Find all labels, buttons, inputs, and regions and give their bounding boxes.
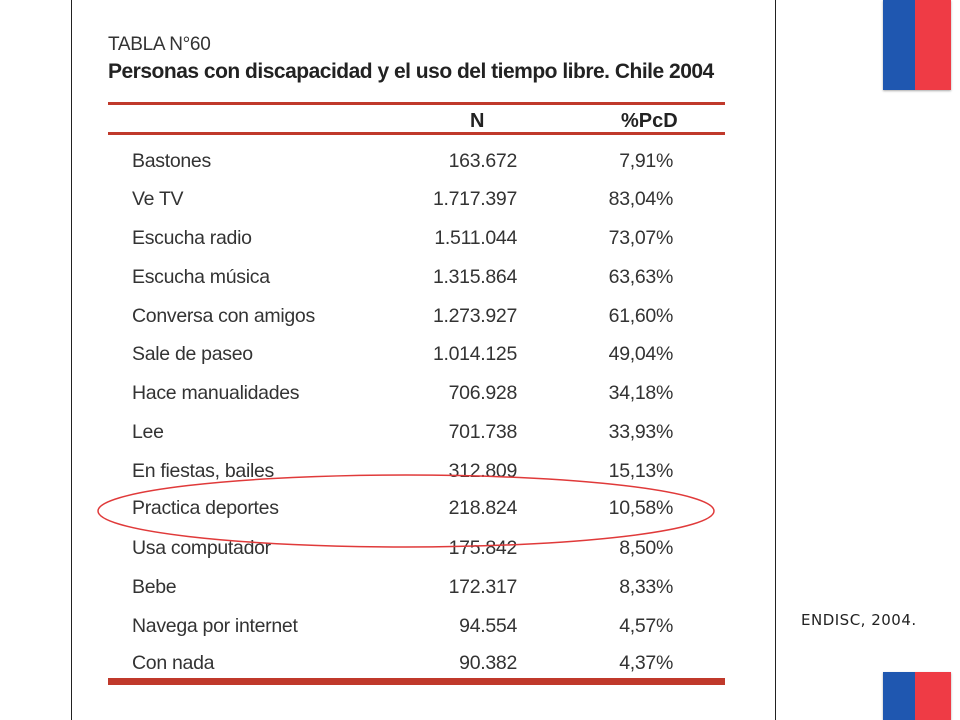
column-header-n: N <box>470 110 485 132</box>
row-label: Bastones <box>132 150 211 172</box>
table-row: Escucha radio 1.511.044 73,07% <box>108 227 725 265</box>
highlight-ellipse <box>97 474 715 548</box>
table-row: Escucha música 1.315.864 63,63% <box>108 266 725 304</box>
header-top-rule <box>108 102 725 105</box>
row-pct-value: 4,57% <box>619 615 673 637</box>
table-row-highlighted: Practica deportes 218.824 10,58% <box>108 497 725 535</box>
table-row: Bastones 163.672 7,91% <box>108 150 725 188</box>
row-pct-value: 73,07% <box>608 227 674 249</box>
table-row: Ve TV 1.717.397 83,04% <box>108 188 725 226</box>
row-n-value: 218.824 <box>448 497 518 519</box>
right-border-line <box>775 0 776 720</box>
row-label: Escucha música <box>132 266 270 288</box>
row-pct-value: 63,63% <box>608 266 674 288</box>
row-label: Con nada <box>132 652 215 674</box>
row-n-value: 1.717.397 <box>432 188 517 210</box>
table-bottom-rule <box>108 678 725 685</box>
row-pct-value: 34,18% <box>608 382 674 404</box>
row-label: Usa computador <box>132 537 271 559</box>
row-label: En fiestas, bailes <box>132 460 275 482</box>
column-header-pct: %PcD <box>621 110 678 132</box>
row-pct-value: 7,91% <box>619 150 673 172</box>
source-caption: ENDISC, 2004. <box>801 611 917 629</box>
row-n-value: 90.382 <box>459 652 517 674</box>
row-pct-value: 8,50% <box>619 537 673 559</box>
table-row: Lee 701.738 33,93% <box>108 421 725 459</box>
row-n-value: 175.842 <box>448 537 518 559</box>
table-row: Hace manualidades 706.928 34,18% <box>108 382 725 420</box>
row-label: Sale de paseo <box>132 343 253 365</box>
row-pct-value: 15,13% <box>608 460 674 482</box>
row-pct-value: 49,04% <box>608 343 674 365</box>
row-n-value: 1.315.864 <box>432 266 517 288</box>
row-label: Hace manualidades <box>132 382 300 404</box>
row-n-value: 172.317 <box>448 576 518 598</box>
row-n-value: 701.738 <box>448 421 518 443</box>
table-row: Navega por internet 94.554 4,57% <box>108 615 725 653</box>
header-bottom-rule <box>108 132 725 135</box>
row-pct-value: 4,37% <box>619 652 673 674</box>
row-pct-value: 10,58% <box>608 497 674 519</box>
row-pct-value: 83,04% <box>608 188 674 210</box>
table-row: Conversa con amigos 1.273.927 61,60% <box>108 305 725 343</box>
row-pct-value: 8,33% <box>619 576 673 598</box>
chile-flag-logo-top <box>883 0 951 90</box>
row-n-value: 1.014.125 <box>432 343 517 365</box>
row-n-value: 706.928 <box>448 382 518 404</box>
row-label: Navega por internet <box>132 615 298 637</box>
table-title: TABLA N°60 <box>108 34 211 55</box>
row-label: Ve TV <box>132 188 184 210</box>
row-label: Lee <box>132 421 164 443</box>
table-row: Con nada 90.382 4,37% <box>108 652 725 690</box>
row-n-value: 1.511.044 <box>434 227 517 249</box>
chile-flag-logo-bottom <box>883 672 951 720</box>
left-border-line <box>71 0 72 720</box>
row-pct-value: 33,93% <box>608 421 674 443</box>
row-label: Conversa con amigos <box>132 305 315 327</box>
row-label: Bebe <box>132 576 177 598</box>
row-pct-value: 61,60% <box>608 305 674 327</box>
row-label: Practica deportes <box>132 497 279 519</box>
table-row: Sale de paseo 1.014.125 49,04% <box>108 343 725 381</box>
table-row: Usa computador 175.842 8,50% <box>108 537 725 575</box>
row-n-value: 163.672 <box>448 150 518 172</box>
row-n-value: 94.554 <box>459 615 517 637</box>
row-n-value: 1.273.927 <box>432 305 517 327</box>
table-subtitle: Personas con discapacidad y el uso del t… <box>108 60 714 83</box>
row-label: Escucha radio <box>132 227 252 249</box>
table-row: Bebe 172.317 8,33% <box>108 576 725 614</box>
